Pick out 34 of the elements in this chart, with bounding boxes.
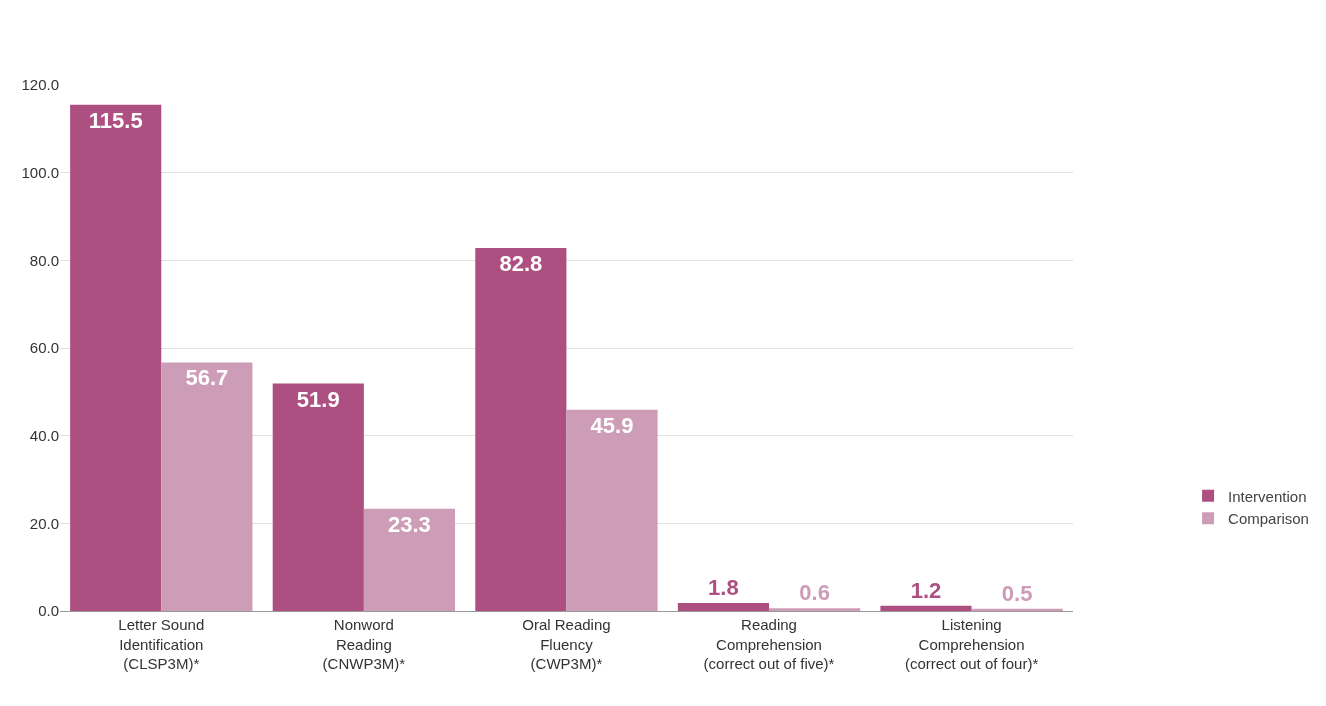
- x-tick-label: Reading Comprehension (correct out of five)*: [703, 616, 835, 672]
- y-tick-label: 0.0: [38, 602, 59, 620]
- data-label: 45.9: [590, 412, 634, 438]
- bar: [475, 248, 567, 611]
- data-label: 1.8: [708, 575, 739, 601]
- bar: [769, 608, 861, 611]
- bar: [272, 383, 364, 611]
- bar: [363, 508, 456, 611]
- y-tick-label: 60.0: [29, 339, 59, 357]
- x-tick-label: Letter Sound Identification (CLSP3M)*: [118, 616, 205, 672]
- legend-label: Intervention: [1228, 487, 1307, 505]
- data-label: 23.3: [388, 511, 431, 537]
- data-label: 115.5: [88, 107, 143, 133]
- data-label: 0.5: [1001, 580, 1033, 606]
- legend-label: Comparison: [1228, 510, 1309, 528]
- bar: [880, 605, 972, 611]
- y-tick-label: 20.0: [29, 514, 59, 532]
- bar: [566, 409, 658, 611]
- bar: [677, 603, 769, 611]
- x-tick-label: Nonword Reading (CNWP3M)*: [322, 616, 406, 672]
- y-tick-label: 40.0: [29, 426, 59, 444]
- bar: [971, 608, 1063, 611]
- x-tick-label: Listening Comprehension (correct out of four)*: [904, 616, 1039, 672]
- data-label: 82.8: [499, 251, 543, 277]
- y-tick-label: 80.0: [29, 251, 59, 269]
- bar: [161, 362, 253, 611]
- y-tick-label: 100.0: [21, 163, 59, 181]
- data-label: 0.6: [799, 580, 830, 606]
- y-tick-label: 120.0: [21, 76, 59, 94]
- data-label: 1.2: [910, 577, 942, 603]
- bar: [70, 104, 162, 611]
- data-label: 56.7: [185, 365, 229, 391]
- data-label: 51.9: [296, 386, 340, 412]
- x-tick-label: Oral Reading Fluency (CWP3M)*: [522, 616, 611, 672]
